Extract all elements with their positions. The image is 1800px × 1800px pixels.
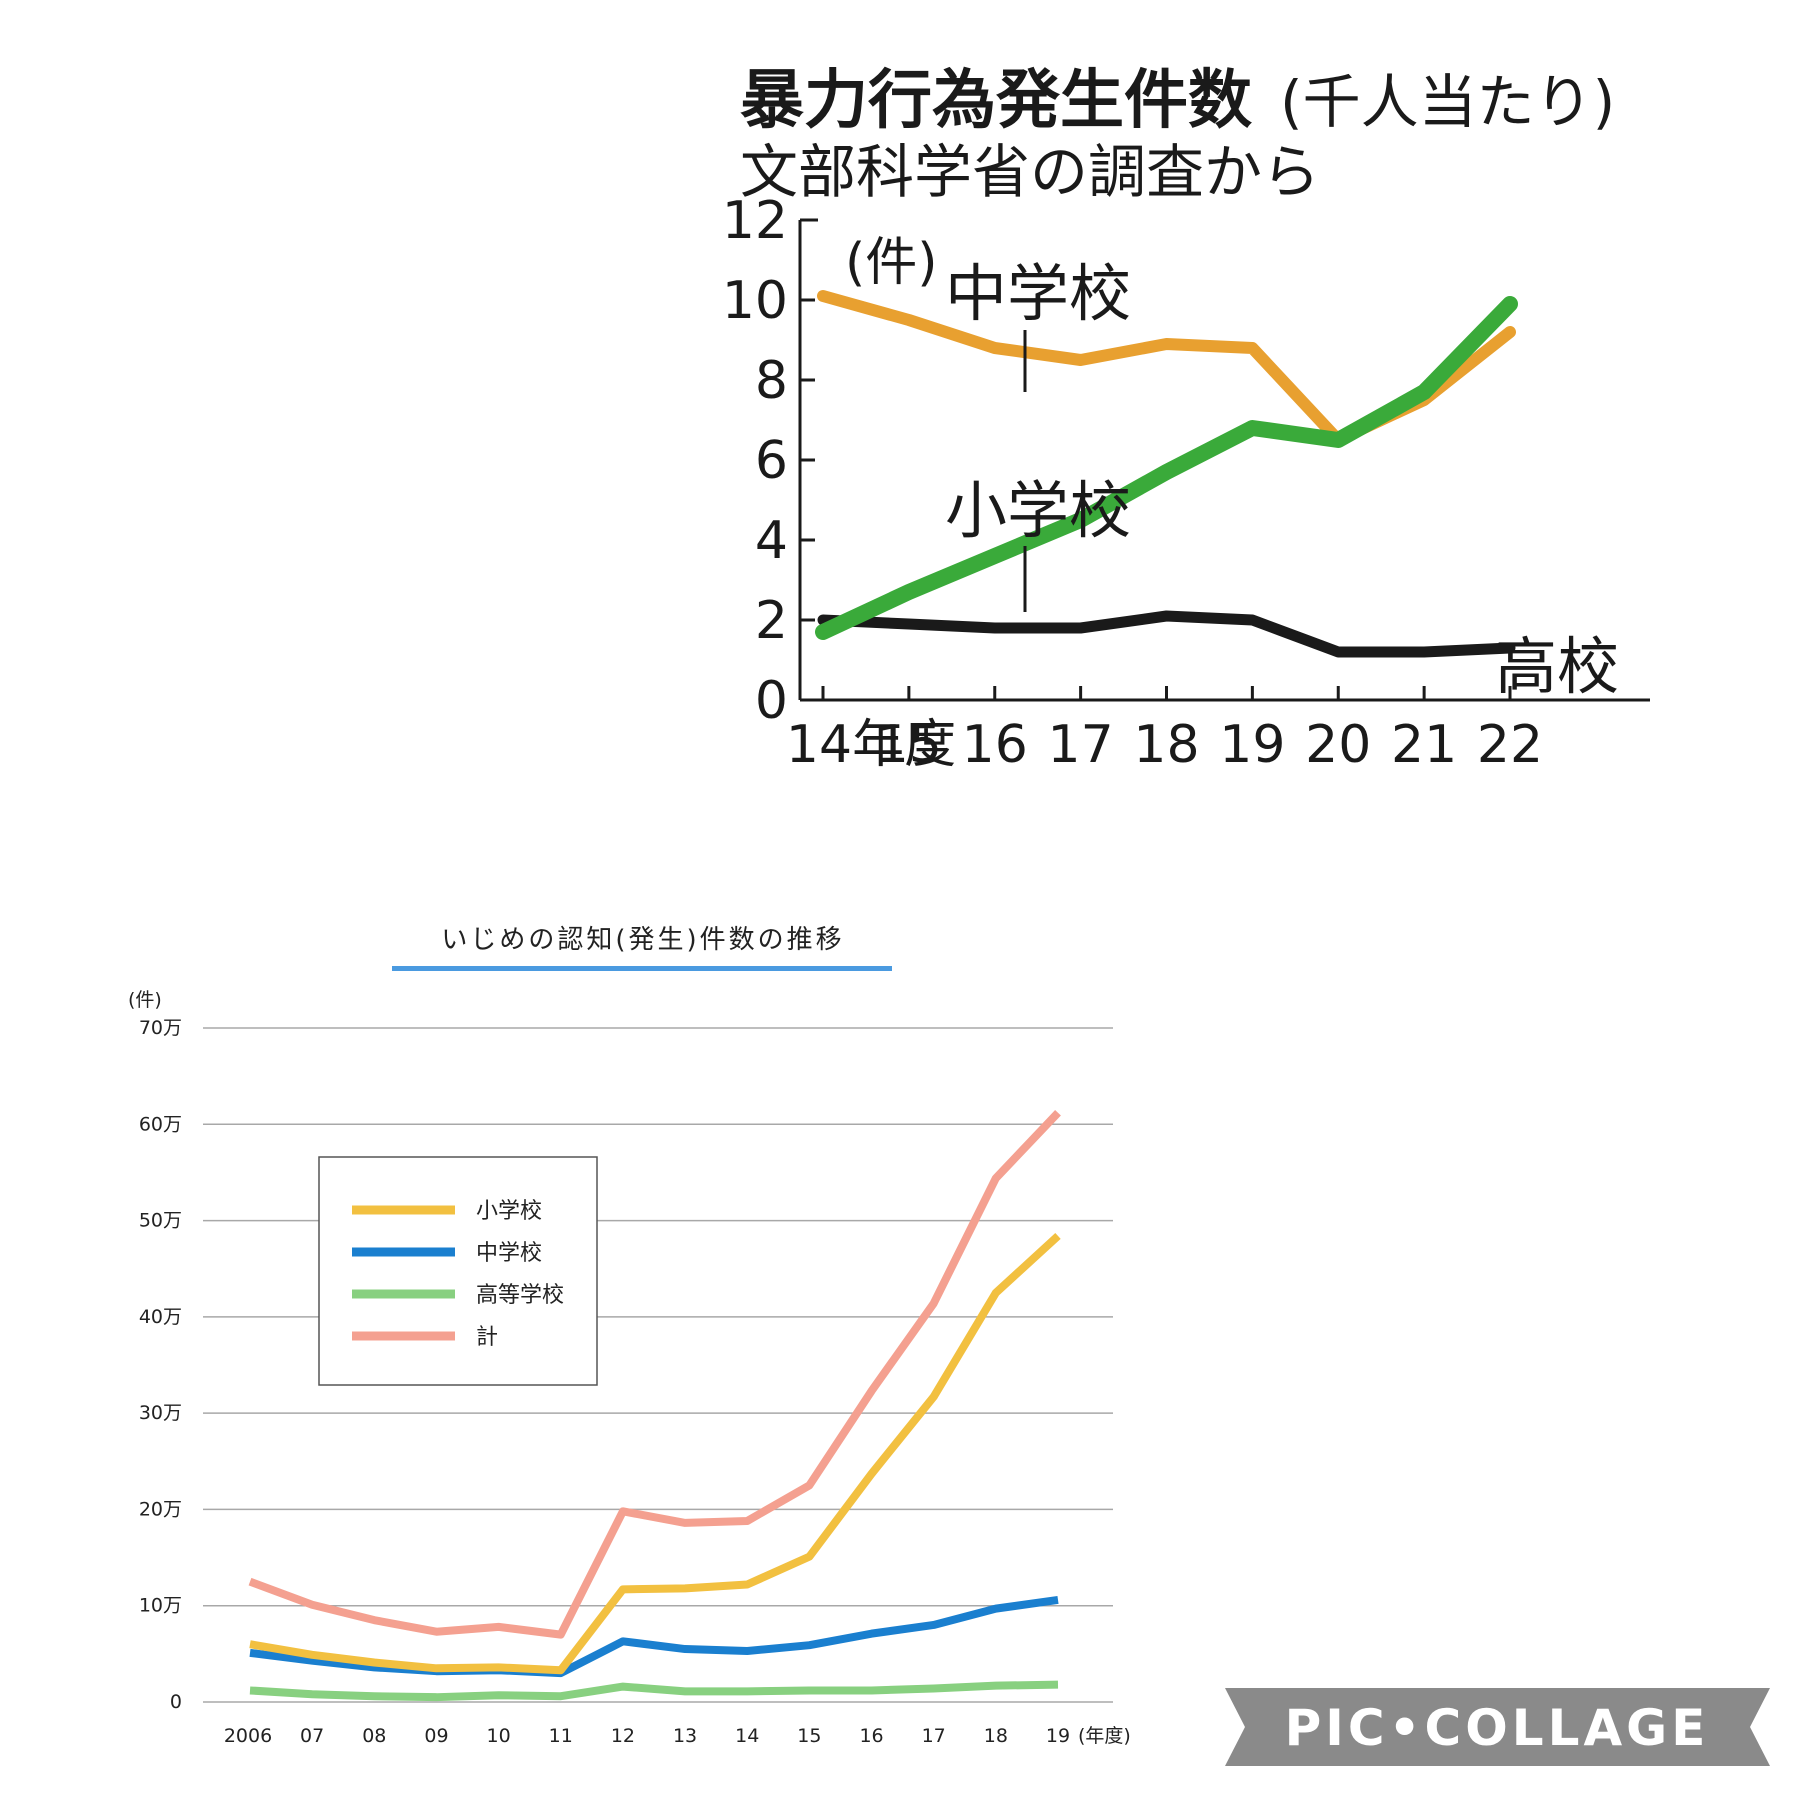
bottom-chart-series	[248, 1109, 1061, 1702]
x-tick-label: 17	[922, 1725, 946, 1747]
y-tick-label: 20万	[139, 1498, 182, 1520]
bottom-chart-ticks: 0 10万 20万 30万 40万 50万 60万 70万 2006 07 08 09 10 11 12 13…	[139, 1017, 1131, 1747]
watermark-badge: PIC•COLLAGE	[1225, 1688, 1770, 1766]
legend-label: 中学校	[476, 1241, 542, 1266]
y-tick-label: 10	[722, 271, 788, 331]
x-tick-label: 19	[1046, 1725, 1070, 1747]
series-label: 小学校	[945, 474, 1131, 547]
x-tick-label: 12	[611, 1725, 635, 1747]
bottom-chart-title-underline	[392, 966, 892, 971]
y-tick-label: 30万	[139, 1402, 182, 1424]
x-tick-label: 08	[362, 1725, 386, 1747]
series-line	[815, 296, 1518, 640]
x-tick-label: 18	[1133, 715, 1199, 775]
y-tick-label: 8	[755, 351, 788, 411]
x-tick-label: 16	[859, 1725, 883, 1747]
y-tick-label: 70万	[139, 1017, 182, 1039]
top-chart-series	[815, 290, 1518, 658]
top-chart-title-suffix: (千人当たり)	[1280, 68, 1615, 136]
series-line	[249, 1233, 1061, 1675]
x-tick-label: 09	[424, 1725, 448, 1747]
x-tick-label: 22	[1477, 715, 1543, 775]
legend-label: 小学校	[476, 1199, 542, 1224]
series-line	[249, 1595, 1059, 1678]
x-tick-label: 20	[1305, 715, 1371, 775]
bottom-chart-y-unit: (件)	[128, 989, 162, 1011]
top-chart-subtitle: 文部科学省の調査から	[740, 138, 1320, 206]
x-tick-label: 11	[549, 1725, 573, 1747]
series-line	[817, 290, 1516, 446]
y-tick-label: 2	[755, 591, 788, 651]
x-tick-label: 10	[487, 1725, 511, 1747]
y-tick-label: 0	[755, 671, 788, 731]
series-line	[248, 1109, 1061, 1639]
y-tick-label: 60万	[139, 1113, 182, 1135]
x-tick-label: 19	[1219, 715, 1285, 775]
legend-label: 高等学校	[476, 1283, 564, 1308]
series-line	[249, 1680, 1059, 1702]
series-label: 高校	[1495, 630, 1619, 703]
y-tick-label: 50万	[139, 1210, 182, 1232]
y-tick-label: 4	[755, 511, 788, 571]
x-tick-label: 14	[735, 1725, 759, 1747]
bottom-chart-title: いじめの認知(発生)件数の推移	[441, 925, 844, 955]
y-tick-label: 6	[755, 431, 788, 491]
legend-box	[318, 1156, 598, 1386]
y-tick-label: 12	[722, 191, 788, 251]
x-tick-label: 18	[984, 1725, 1008, 1747]
y-tick-label: 40万	[139, 1306, 182, 1328]
x-tick-label: 15	[876, 715, 942, 775]
x-tick-label: 14年度	[786, 715, 956, 775]
x-tick-label: 13	[673, 1725, 697, 1747]
x-tick-label: 21	[1391, 715, 1457, 775]
watermark-text: PIC•COLLAGE	[1285, 1699, 1710, 1757]
bottom-chart-bullying: いじめの認知(発生)件数の推移 (件) 0 10万 20万 30万 40万 50万 60万 7…	[128, 925, 1131, 1747]
x-tick-label: 16	[962, 715, 1028, 775]
y-tick-label: 0	[170, 1691, 182, 1713]
x-tick-label: 2006	[224, 1725, 272, 1747]
x-axis-unit: (年度)	[1078, 1725, 1131, 1747]
top-chart-violence: 暴力行為発生件数 (千人当たり) 文部科学省の調査から (件) 0 2 4 6 8 10 1…	[722, 64, 1650, 775]
legend-label: 計	[476, 1325, 498, 1350]
y-tick-label: 10万	[139, 1595, 182, 1617]
top-chart-y-unit: (件)	[845, 233, 938, 293]
series-label: 中学校	[945, 257, 1131, 330]
series-line	[817, 610, 1516, 658]
x-tick-label: 15	[797, 1725, 821, 1747]
x-tick-label: 17	[1048, 715, 1114, 775]
x-tick-label: 07	[300, 1725, 324, 1747]
top-chart-title: 暴力行為発生件数	[740, 64, 1252, 138]
